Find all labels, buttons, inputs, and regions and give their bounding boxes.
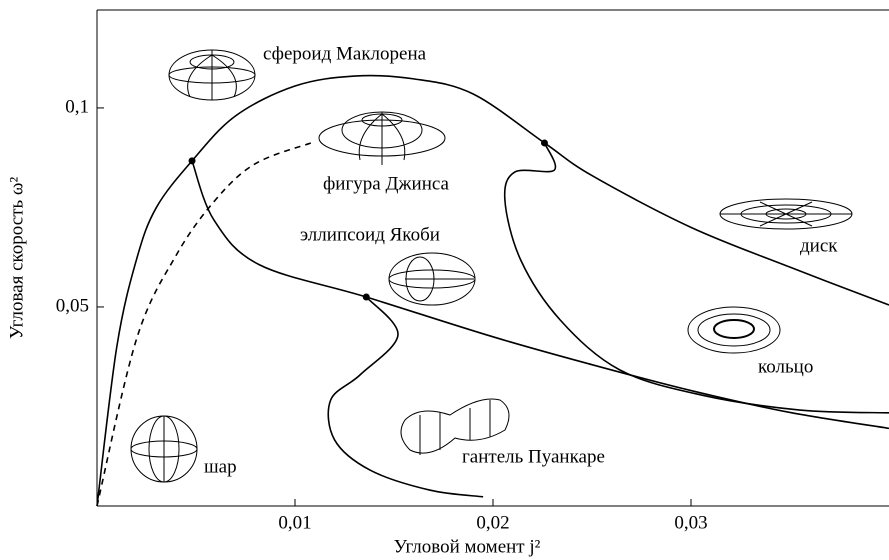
annotation: кольцо <box>758 356 813 377</box>
bifurcation-point <box>189 157 196 164</box>
annotation: гантель Пуанкаре <box>462 446 605 467</box>
y-axis-label: Угловая скорость ω² <box>6 177 27 340</box>
bifurcation-point <box>363 294 370 301</box>
bifurcation-point <box>541 139 548 146</box>
curve <box>505 143 889 413</box>
maclaurin-spheroid <box>169 50 255 100</box>
x-tick-label: 0,02 <box>476 512 509 533</box>
x-tick-label: 0,03 <box>674 512 707 533</box>
annotation: фигура Джинса <box>323 173 450 194</box>
axes <box>97 10 889 506</box>
annotation: диск <box>800 235 838 256</box>
annotation: эллипсоид Якоби <box>300 224 440 245</box>
chart: Угловой момент j² Угловая скорость ω² 0,… <box>0 0 889 560</box>
x-axis-label: Угловой момент j² <box>394 536 541 557</box>
annotation: сфероид Маклорена <box>263 43 427 64</box>
disk <box>720 199 852 229</box>
sphere <box>131 416 197 482</box>
y-tick-label: 0,05 <box>56 295 89 316</box>
illustrations <box>131 50 852 482</box>
curve <box>97 76 889 506</box>
jacobi-ellipsoid <box>389 253 475 305</box>
jeans-figure <box>319 112 445 165</box>
x-tick-label: 0,01 <box>278 512 311 533</box>
annotation: шар <box>204 456 237 477</box>
y-tick-label: 0,1 <box>65 96 89 117</box>
ring <box>688 307 780 353</box>
